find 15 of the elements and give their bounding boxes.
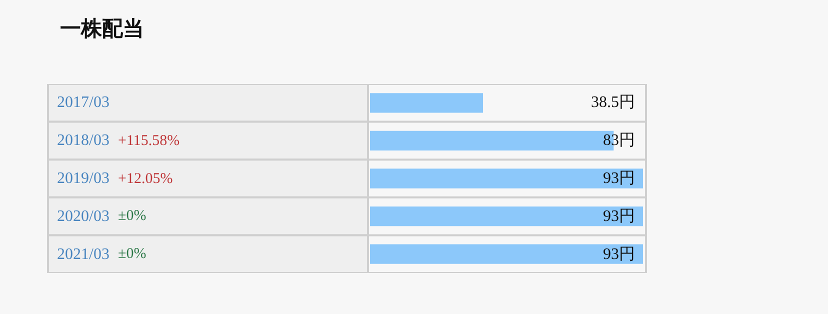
data-label: 38.5円	[591, 94, 635, 111]
text: +115.58%	[118, 133, 180, 149]
text: ±0%	[118, 208, 146, 224]
y-tick-label: 2019/03	[57, 170, 110, 187]
y-tick-label: 2020/03	[57, 208, 110, 225]
data-label: 93円	[603, 208, 635, 225]
text: ±0%	[118, 246, 146, 262]
text: 一株配当	[60, 16, 144, 40]
data-label: 93円	[603, 170, 635, 187]
text: +12.05%	[118, 171, 173, 187]
data-label: 93円	[603, 246, 635, 263]
data-label: 83円	[603, 132, 635, 149]
y-tick-label: 2017/03	[57, 94, 110, 111]
y-tick-label: 2021/03	[57, 246, 110, 263]
y-tick-label: 2018/03	[57, 132, 110, 149]
